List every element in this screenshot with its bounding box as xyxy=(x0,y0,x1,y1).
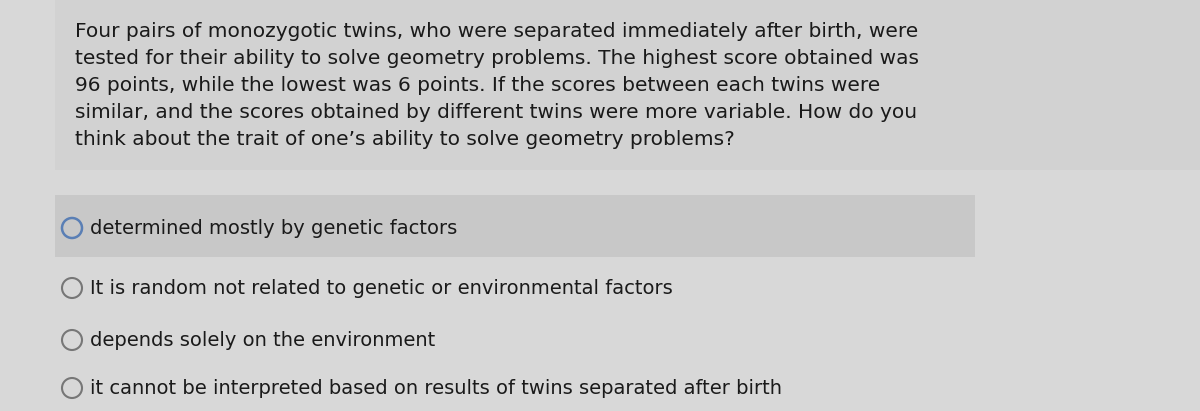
Text: it cannot be interpreted based on results of twins separated after birth: it cannot be interpreted based on result… xyxy=(90,379,782,397)
Text: It is random not related to genetic or environmental factors: It is random not related to genetic or e… xyxy=(90,279,673,298)
Text: tested for their ability to solve geometry problems. The highest score obtained : tested for their ability to solve geomet… xyxy=(74,49,919,68)
FancyBboxPatch shape xyxy=(55,0,1200,170)
FancyBboxPatch shape xyxy=(55,195,974,257)
Text: depends solely on the environment: depends solely on the environment xyxy=(90,330,436,349)
Text: similar, and the scores obtained by different twins were more variable. How do y: similar, and the scores obtained by diff… xyxy=(74,103,917,122)
Text: think about the trait of one’s ability to solve geometry problems?: think about the trait of one’s ability t… xyxy=(74,130,734,149)
Text: determined mostly by genetic factors: determined mostly by genetic factors xyxy=(90,219,457,238)
Text: 96 points, while the lowest was 6 points. If the scores between each twins were: 96 points, while the lowest was 6 points… xyxy=(74,76,881,95)
Text: Four pairs of monozygotic twins, who were separated immediately after birth, wer: Four pairs of monozygotic twins, who wer… xyxy=(74,22,918,41)
